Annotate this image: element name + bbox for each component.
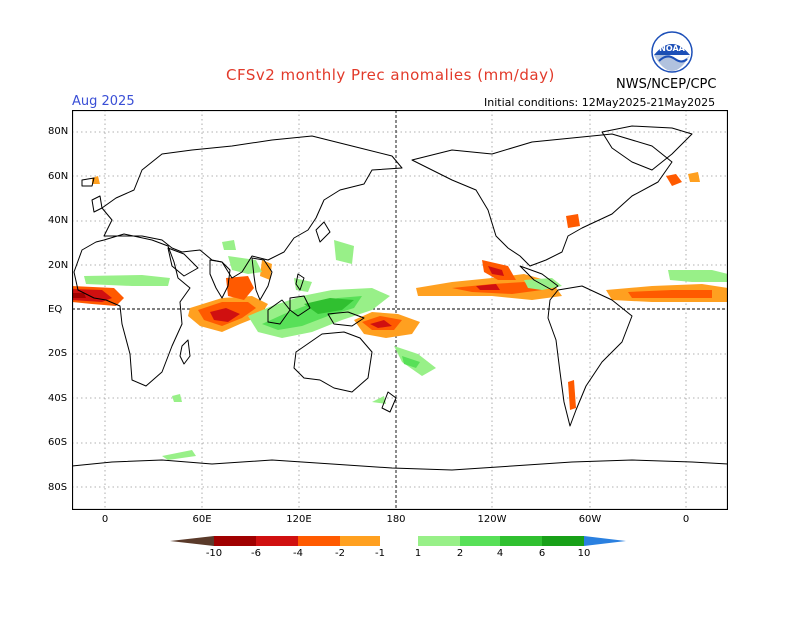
- colorbar-p4-p6: [500, 536, 542, 546]
- noaa-logo: NOAA: [651, 31, 693, 73]
- colorbar-label: -10: [205, 548, 223, 559]
- colorbar-label: -1: [375, 548, 385, 559]
- map-frame: [72, 110, 728, 510]
- equator-dateline: [72, 110, 728, 510]
- colorbar-label: -4: [293, 548, 303, 559]
- lon-label-180: 180: [386, 514, 406, 525]
- lon-label-0: 0: [101, 514, 109, 525]
- colorbar-m4-m2: [298, 536, 340, 546]
- lat-label-20s: 20S: [48, 348, 68, 359]
- colorbar-label: 4: [496, 548, 504, 559]
- month-label: Aug 2025: [72, 94, 135, 109]
- colorbar-p1-p2: [418, 536, 460, 546]
- initial-conditions-label: Initial conditions: 12May2025-21May2025: [484, 96, 716, 109]
- lat-label-80n: 80N: [48, 126, 69, 137]
- colorbar-m6-m4: [256, 536, 298, 546]
- grid: [72, 110, 728, 510]
- lat-label-eq: EQ: [48, 304, 63, 315]
- lon-label-120e: 120E: [286, 514, 312, 525]
- lat-label-40s: 40S: [48, 393, 68, 404]
- colorbar-label: 6: [538, 548, 546, 559]
- anomaly-map: [72, 110, 728, 510]
- colorbar-m10-m6: [214, 536, 256, 546]
- colorbar: [170, 536, 626, 546]
- colorbar-m2-m1: [340, 536, 380, 546]
- colorbar-label: -6: [251, 548, 261, 559]
- colorbar-gt-p10: [584, 536, 626, 546]
- agency-label: NWS/NCEP/CPC: [616, 77, 717, 92]
- colorbar-lt-m10: [170, 536, 214, 546]
- lat-label-20n: 20N: [48, 260, 69, 271]
- lat-label-60n: 60N: [48, 171, 69, 182]
- colorbar-label: -2: [335, 548, 345, 559]
- precip-anomaly-shading: [72, 172, 728, 460]
- colorbar-near-zero: [380, 536, 418, 546]
- noaa-logo-text: NOAA: [659, 44, 685, 53]
- lat-label-40n: 40N: [48, 215, 69, 226]
- colorbar-label: 1: [414, 548, 422, 559]
- lon-label-120w: 120W: [477, 514, 507, 525]
- coastlines: [72, 125, 728, 471]
- map-title: CFSv2 monthly Prec anomalies (mm/day): [226, 66, 555, 84]
- colorbar-p6-p10: [542, 536, 584, 546]
- lon-label-60e: 60E: [192, 514, 212, 525]
- lat-label-60s: 60S: [48, 437, 68, 448]
- colorbar-label: 2: [456, 548, 464, 559]
- lon-label-60w: 60W: [578, 514, 602, 525]
- lon-label-0-east: 0: [682, 514, 690, 525]
- colorbar-label: 10: [577, 548, 591, 559]
- lat-label-80s: 80S: [48, 482, 68, 493]
- colorbar-p2-p4: [460, 536, 500, 546]
